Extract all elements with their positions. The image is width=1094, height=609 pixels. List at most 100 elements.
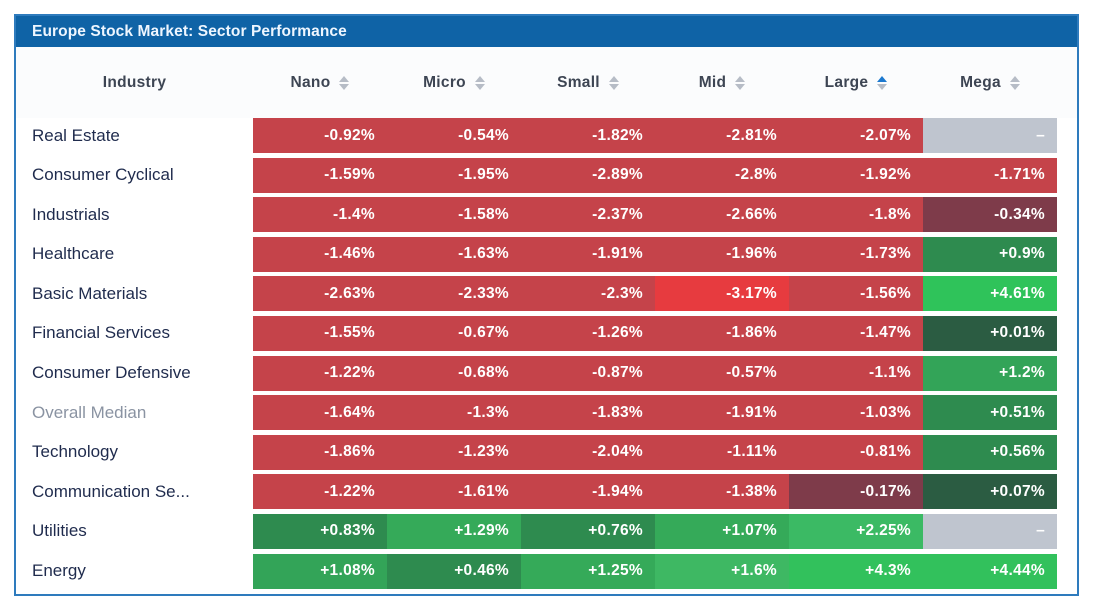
industry-label: Basic Materials	[32, 283, 148, 303]
column-header-industry: Industry	[16, 74, 253, 92]
table-row: Consumer Defensive -1.22% -0.68% -0.87% -0.5…	[16, 355, 1077, 391]
industry-label: Technology	[32, 442, 119, 462]
value-cell-mega: -1.71%	[923, 157, 1057, 193]
column-header-mega[interactable]: Mega	[923, 74, 1057, 92]
industry-label: Financial Services	[32, 323, 170, 343]
value-cell-small: -2.89%	[521, 157, 655, 193]
column-header-label: Micro	[423, 73, 466, 91]
value-cell-small: -2.3%	[521, 276, 655, 312]
value-cell-large: +4.3%	[789, 553, 923, 589]
industry-label: Industrials	[32, 204, 110, 224]
value-cell-large: -1.1%	[789, 355, 923, 391]
value-cell-small: -1.91%	[521, 236, 655, 272]
value-cell-large: -1.03%	[789, 395, 923, 431]
value-cell-small: -1.82%	[521, 118, 655, 153]
sort-up-icon	[735, 75, 746, 82]
industry-label: Healthcare	[32, 244, 115, 264]
value-cell-small: +0.76%	[521, 513, 655, 549]
value-cell-large: -1.56%	[789, 276, 923, 312]
value-cell-large: -1.73%	[789, 236, 923, 272]
sort-up-icon	[474, 75, 485, 82]
sort-up-icon	[339, 75, 350, 82]
table-row: Basic Materials -2.63% -2.33% -2.3% -3.17% -1…	[16, 276, 1077, 312]
value-cell-large: -2.07%	[789, 118, 923, 153]
value-cell-nano: -1.55%	[253, 315, 387, 351]
value-cell-micro: -1.95%	[387, 157, 521, 193]
widget-title: Europe Stock Market: Sector Performance	[16, 16, 1077, 47]
value-cell-mid: -3.17%	[655, 276, 789, 312]
sort-down-icon	[608, 83, 619, 90]
sector-performance-widget: Europe Stock Market: Sector Performance …	[14, 14, 1079, 596]
value-cell-mid: -2.8%	[655, 157, 789, 193]
value-cell-micro: -1.61%	[387, 474, 521, 510]
value-cell-small: -1.94%	[521, 474, 655, 510]
value-cell-small: -0.87%	[521, 355, 655, 391]
value-cell-micro: -1.3%	[387, 395, 521, 431]
value-cell-mega: +0.07%	[923, 474, 1057, 510]
table-row: Industrials -1.4% -1.58% -2.37% -2.66% -1.8% -…	[16, 197, 1077, 233]
column-header-small[interactable]: Small	[521, 74, 655, 92]
table-row: Overall Median -1.64% -1.3% -1.83% -1.91% -1.…	[16, 395, 1077, 431]
value-cell-mid: -1.11%	[655, 434, 789, 470]
table-row: Real Estate -0.92% -0.54% -1.82% -2.81% -2.07…	[16, 118, 1077, 153]
column-header-nano[interactable]: Nano	[253, 74, 387, 92]
value-cell-mega: –	[923, 118, 1057, 153]
sort-arrows-icon[interactable]	[339, 75, 350, 90]
sort-arrows-icon[interactable]	[735, 75, 746, 90]
value-cell-small: -1.83%	[521, 395, 655, 431]
column-header-micro[interactable]: Micro	[387, 74, 521, 92]
industry-label: Consumer Cyclical	[32, 165, 174, 185]
sort-up-icon	[1009, 75, 1020, 82]
table-row: Consumer Cyclical -1.59% -1.95% -2.89% -2.8%…	[16, 157, 1077, 193]
value-cell-nano: -2.63%	[253, 276, 387, 312]
sort-down-icon	[474, 83, 485, 90]
value-cell-large: -0.81%	[789, 434, 923, 470]
column-header-large[interactable]: Large	[789, 74, 923, 92]
value-cell-micro: -1.58%	[387, 197, 521, 233]
column-header-label: Small	[557, 73, 600, 91]
value-cell-large: -0.17%	[789, 474, 923, 510]
table-row: Financial Services -1.55% -0.67% -1.26% -1.8…	[16, 315, 1077, 351]
table-row: Communication Se... -1.22% -1.61% -1.94% -1.…	[16, 474, 1077, 510]
column-header-label: Mid	[698, 73, 727, 91]
value-cell-mid: -2.81%	[655, 118, 789, 153]
value-cell-micro: -2.33%	[387, 276, 521, 312]
industry-label: Real Estate	[32, 125, 120, 145]
value-cell-nano: -1.59%	[253, 157, 387, 193]
value-cell-large: -1.8%	[789, 197, 923, 233]
value-cell-nano: -1.46%	[253, 236, 387, 272]
value-cell-mid: -1.91%	[655, 395, 789, 431]
industry-label: Communication Se...	[32, 481, 190, 501]
value-cell-micro: -0.67%	[387, 315, 521, 351]
value-cell-nano: +1.08%	[253, 553, 387, 589]
value-cell-small: +1.25%	[521, 553, 655, 589]
sort-arrows-icon[interactable]	[877, 75, 888, 90]
value-cell-large: +2.25%	[789, 513, 923, 549]
value-cell-micro: -0.68%	[387, 355, 521, 391]
value-cell-micro: -1.63%	[387, 236, 521, 272]
column-header-label: Industry	[102, 73, 167, 91]
value-cell-mega: +4.44%	[923, 553, 1057, 589]
table-row: Energy +1.08% +0.46% +1.25% +1.6% +4.3% +4.44%	[16, 553, 1077, 589]
sort-up-icon	[877, 75, 888, 82]
value-cell-mega: –	[923, 513, 1057, 549]
value-cell-mega: +0.51%	[923, 395, 1057, 431]
sort-arrows-icon[interactable]	[1009, 75, 1020, 90]
table-row: Technology -1.86% -1.23% -2.04% -1.11% -0.81%…	[16, 434, 1077, 470]
industry-label: Consumer Defensive	[32, 363, 191, 383]
value-cell-mega: +0.9%	[923, 236, 1057, 272]
value-cell-micro: -0.54%	[387, 118, 521, 153]
value-cell-large: -1.47%	[789, 315, 923, 351]
sort-arrows-icon[interactable]	[608, 75, 619, 90]
value-cell-large: -1.92%	[789, 157, 923, 193]
column-header-label: Mega	[960, 73, 1001, 91]
value-cell-micro: -1.23%	[387, 434, 521, 470]
sort-down-icon	[735, 83, 746, 90]
value-cell-nano: +0.83%	[253, 513, 387, 549]
industry-label: Energy	[32, 561, 86, 581]
column-header-mid[interactable]: Mid	[655, 74, 789, 92]
sort-arrows-icon[interactable]	[474, 75, 485, 90]
table-header: Industry Nano Micro Small Mid Large Mega	[16, 47, 1077, 118]
value-cell-mid: -2.66%	[655, 197, 789, 233]
sort-down-icon	[877, 83, 888, 90]
